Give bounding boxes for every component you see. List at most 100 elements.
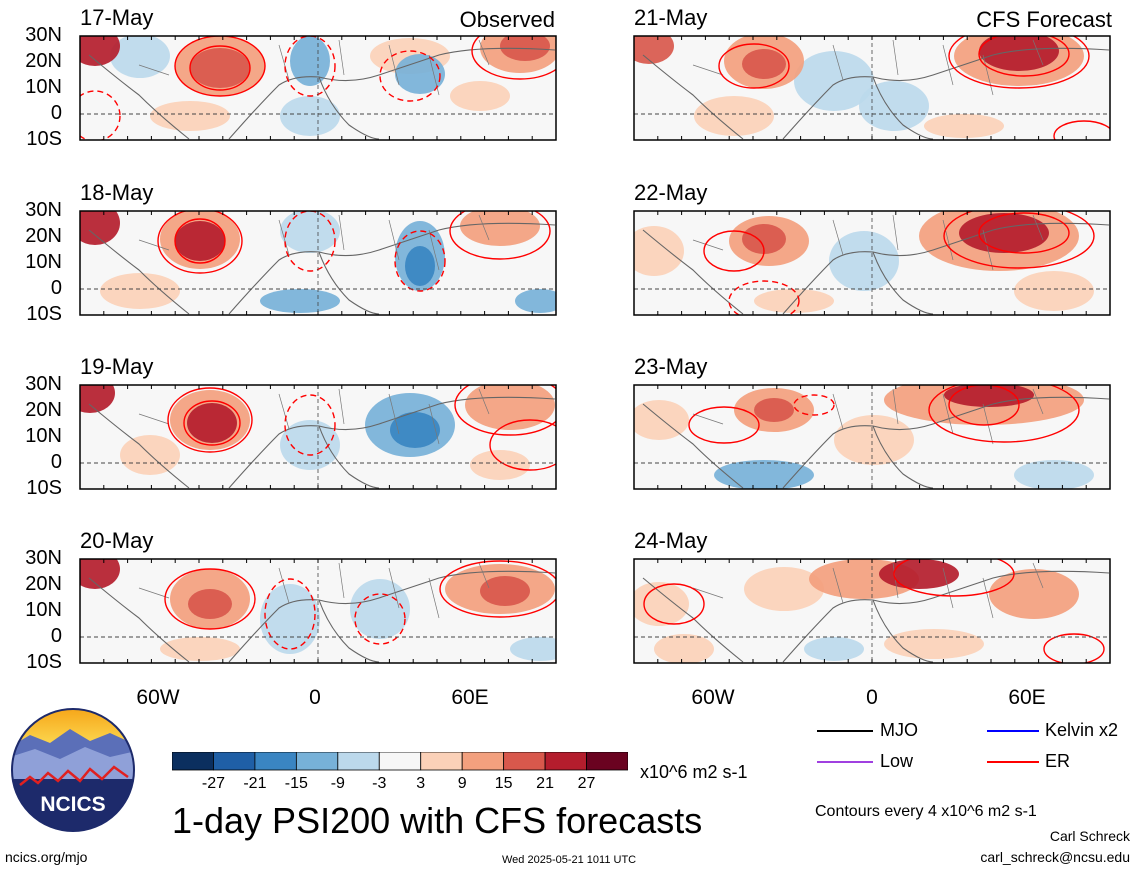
psi-anomaly-shading	[742, 49, 786, 79]
colorbar	[172, 752, 628, 771]
psi-anomaly-shading	[634, 36, 674, 64]
psi-anomaly-shading	[465, 385, 555, 430]
lat-tick: 10S	[26, 128, 62, 150]
legend-er: ER	[1045, 751, 1071, 771]
er-contour	[943, 211, 1095, 269]
lat-tick: 20N	[25, 50, 62, 72]
coastline	[88, 47, 556, 140]
coastline	[88, 222, 556, 315]
psi-anomaly-shading	[100, 273, 180, 309]
legend-swatches-left	[817, 730, 873, 763]
observed-label: Observed	[459, 7, 555, 32]
lon-tick: 60E	[451, 686, 489, 709]
map-panel	[79, 35, 557, 141]
er-contour	[489, 419, 556, 471]
psi-anomaly-shading	[944, 385, 1034, 407]
psi-anomaly-shading	[1014, 271, 1094, 311]
er-contour	[948, 36, 1090, 89]
footer-timestamp: Wed 2025-05-21 1011 UTC	[502, 854, 637, 866]
panel-date: 21-May	[634, 5, 708, 30]
colorbar-tick-label: -3	[372, 775, 387, 792]
psi-anomaly-shading	[879, 559, 959, 589]
psi-anomaly-shading	[804, 637, 864, 661]
er-contour	[284, 394, 336, 456]
lat-tick: 10S	[26, 477, 62, 499]
er-contour	[174, 218, 226, 264]
colorbar-swatch	[337, 752, 380, 771]
forecast-label: CFS Forecast	[976, 7, 1112, 32]
psi-anomaly-shading	[470, 450, 530, 480]
figure-title: 1-day PSI200 with CFS forecasts	[172, 800, 703, 841]
ncics-logo: NCICS	[11, 708, 135, 832]
lat-tick: 30N	[25, 373, 62, 395]
er-contour	[157, 211, 243, 274]
lat-tick: 10N	[25, 599, 62, 621]
country-borders	[138, 214, 490, 271]
lat-tick: 10S	[26, 651, 62, 673]
psi-anomaly-shading	[290, 36, 330, 86]
panel-date: 19-May	[80, 354, 154, 379]
lat-tick: 0	[50, 277, 62, 299]
lat-tick: 0	[50, 625, 62, 647]
coastline	[88, 396, 556, 489]
panel-date: 22-May	[634, 180, 708, 205]
er-contour	[449, 211, 551, 260]
lon-tick: 0	[866, 686, 878, 709]
lat-tick: 20N	[25, 225, 62, 247]
lat-tick: 10N	[25, 251, 62, 273]
psi-anomaly-shading	[515, 289, 556, 313]
er-contour	[978, 36, 1070, 77]
er-contour	[978, 212, 1070, 254]
psi-anomaly-shading	[260, 289, 340, 313]
psi-anomaly-shading	[350, 579, 410, 639]
psi-anomaly-shading	[979, 36, 1059, 71]
er-contour	[928, 385, 1080, 443]
footer-url: ncics.org/mjo	[5, 849, 88, 865]
er-contour	[718, 43, 790, 89]
colorbar-swatch	[420, 752, 463, 771]
er-contour	[893, 559, 1015, 597]
psi-anomaly-shading	[744, 567, 824, 611]
er-contour	[379, 50, 441, 102]
psi-anomaly-shading	[280, 420, 340, 470]
colorbar-swatch	[213, 752, 256, 771]
psi-anomaly-shading	[80, 559, 120, 589]
legend-kelvin: Kelvin x2	[1045, 720, 1119, 740]
er-contour	[264, 578, 316, 650]
lat-tick: 30N	[25, 199, 62, 221]
colorbar-units: x10^6 m2 s-1	[640, 762, 748, 782]
legend-low: Low	[880, 751, 914, 771]
er-contour	[183, 400, 241, 446]
psi-anomaly-shading	[794, 51, 874, 111]
er-contour	[164, 568, 256, 630]
lon-tick: 0	[309, 686, 321, 709]
colorbar-tick-label: -9	[330, 775, 345, 792]
colorbar-tick-label: -27	[201, 775, 226, 792]
psi-anomaly-shading	[450, 81, 510, 111]
psi-anomaly-shading	[280, 96, 340, 136]
country-borders	[692, 39, 1044, 96]
country-borders	[138, 388, 490, 445]
er-contour	[439, 560, 556, 618]
er-contour	[80, 90, 121, 140]
lat-tick: 30N	[25, 24, 62, 46]
psi-anomaly-shading	[959, 213, 1049, 253]
country-borders	[692, 562, 1044, 619]
colorbar-tick-label: -21	[243, 775, 267, 792]
er-contour	[284, 36, 336, 97]
country-borders	[692, 214, 1044, 271]
panel-date: 18-May	[80, 180, 154, 205]
colorbar-swatch	[378, 752, 422, 771]
psi-anomaly-shading	[395, 54, 445, 94]
colorbar-swatch	[172, 752, 214, 771]
lon-tick: 60W	[136, 686, 180, 709]
er-contour	[1043, 633, 1105, 663]
lat-tick: 10S	[26, 303, 62, 325]
coastline	[642, 570, 1110, 663]
er-contour	[1053, 120, 1110, 140]
er-contour	[167, 387, 253, 453]
psi-anomaly-shading	[694, 96, 774, 136]
map-panel	[633, 210, 1111, 316]
psi-anomaly-shading	[654, 634, 714, 663]
map-panel	[633, 384, 1111, 490]
